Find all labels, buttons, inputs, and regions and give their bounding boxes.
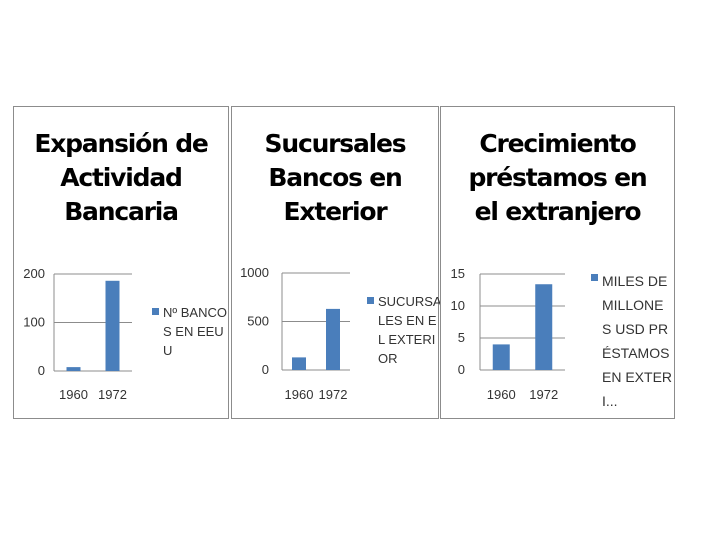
y-tick-label: 500 (247, 314, 269, 329)
legend-swatch (367, 297, 374, 304)
y-tick-label: 200 (23, 266, 45, 281)
chart-title-line: Bancos en (268, 163, 402, 192)
chart-panel-prestamos: Crecimiento préstamos en el extranjero 0… (440, 106, 675, 419)
y-tick-label: 0 (458, 362, 465, 377)
x-tick-label: 1972 (98, 387, 127, 402)
y-tick-label: 15 (451, 266, 465, 281)
y-tick-label: 5 (458, 330, 465, 345)
chart-title-line: Expansión de (34, 129, 209, 158)
x-tick-label: 1972 (319, 387, 348, 402)
chart-legend: MILES DE MILLONES USD PRÉSTAMOS EN EXTER… (591, 269, 672, 413)
chart-panel-bancos: Expansión de Actividad Bancaria 0 100 200 1… (13, 106, 229, 419)
legend-label: Nº BANCOS EN EEUU (163, 305, 227, 358)
chart-title: Crecimiento préstamos en el extranjero (441, 127, 674, 229)
chart-title-line: Sucursales (264, 129, 407, 158)
x-tick-label: 1960 (285, 387, 314, 402)
x-tick-label: 1960 (59, 387, 88, 402)
bar-1960 (66, 367, 81, 371)
chart-title-line: Crecimiento (479, 129, 637, 158)
bar-chart-plot: 0 5 10 15 1960 1972 (451, 266, 565, 402)
chart-title: Expansión de Actividad Bancaria (14, 127, 228, 229)
bar-1972 (105, 280, 120, 371)
legend-swatch (591, 274, 598, 281)
bar-1960 (492, 344, 510, 370)
legend-label: MILES DE MILLONES USD PRÉSTAMOS EN EXTER… (602, 273, 673, 409)
bar-chart-plot: 0 500 1000 1960 1972 (240, 265, 350, 402)
bar-chart-plot: 0 100 200 1960 1972 (23, 266, 132, 402)
chart-legend: SUCURSALES EN EL EXTERIOR (367, 292, 442, 368)
y-tick-label: 0 (38, 363, 45, 378)
legend-label: SUCURSALES EN EL EXTERIOR (378, 294, 442, 366)
bar-1972 (535, 284, 553, 370)
chart-title-line: préstamos en (468, 163, 647, 192)
chart-title-line: Exterior (283, 197, 388, 226)
y-tick-label: 1000 (240, 265, 269, 280)
bar-1972 (326, 308, 340, 370)
chart-title: Sucursales Bancos en Exterior (232, 127, 438, 229)
chart-panel-sucursales: Sucursales Bancos en Exterior 0 500 1000 19… (231, 106, 442, 419)
chart-title-line: Bancaria (64, 197, 179, 226)
y-tick-label: 0 (262, 362, 269, 377)
x-tick-label: 1972 (529, 387, 558, 402)
y-tick-label: 100 (23, 315, 45, 330)
chart-legend: Nº BANCOS EN EEUU (152, 303, 227, 360)
x-tick-label: 1960 (487, 387, 516, 402)
bar-1960 (292, 357, 306, 370)
y-tick-label: 10 (451, 298, 465, 313)
chart-title-line: Actividad (60, 163, 183, 192)
chart-title-line: el extranjero (474, 197, 642, 226)
legend-swatch (152, 308, 159, 315)
